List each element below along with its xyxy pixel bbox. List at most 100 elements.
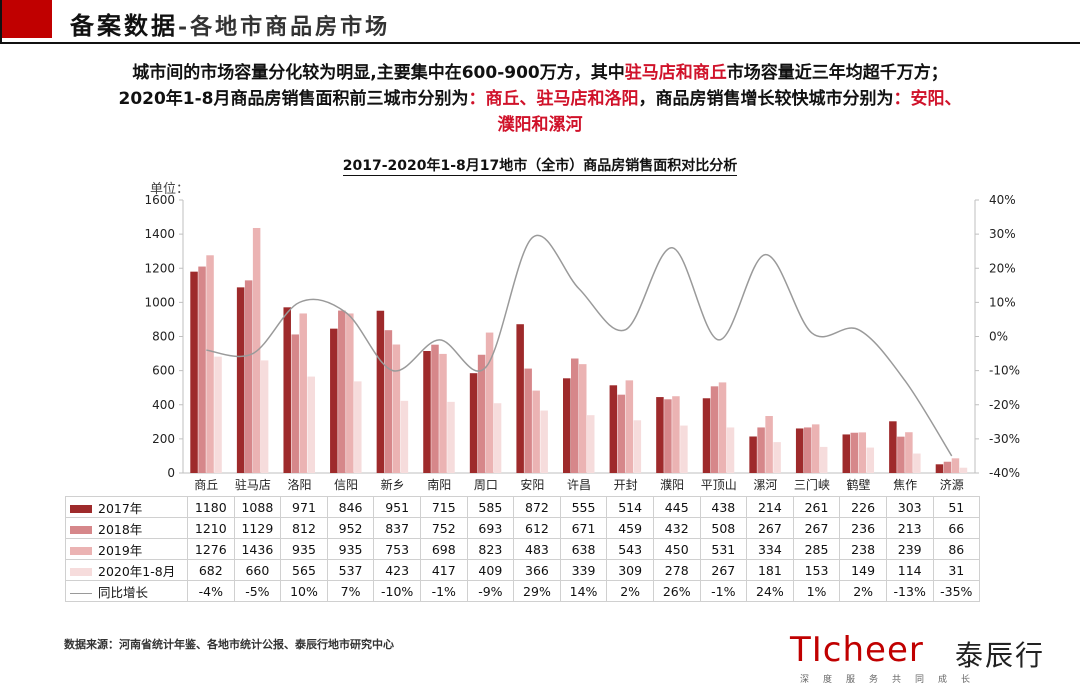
legend-cell: 2018年 xyxy=(65,517,188,539)
table-cell: 14% xyxy=(559,580,608,602)
table-cell: 24% xyxy=(746,580,794,602)
table-cell: 698 xyxy=(419,538,468,560)
table-cell: 565 xyxy=(280,559,328,581)
bar xyxy=(935,464,944,473)
legend-cell: 2017年 xyxy=(65,496,188,518)
x-tick-label: 济源 xyxy=(940,477,964,492)
legend-swatch xyxy=(70,505,92,513)
x-tick-label: 新乡 xyxy=(381,477,405,492)
bar xyxy=(897,436,905,473)
bar xyxy=(811,424,820,473)
table-cell: 86 xyxy=(932,538,981,560)
y-left-tick-label: 800 xyxy=(152,330,175,344)
table-cell: 29% xyxy=(513,580,561,602)
y-right-tick-label: -40% xyxy=(989,466,1020,480)
bar xyxy=(587,415,595,473)
y-left-tick-label: 1000 xyxy=(144,295,175,309)
bar xyxy=(943,461,952,473)
table-cell: 971 xyxy=(280,496,328,518)
growth-line xyxy=(206,234,953,457)
table-cell: 285 xyxy=(792,538,841,560)
table-cell: 1276 xyxy=(187,538,235,560)
x-tick-label: 许昌 xyxy=(567,478,591,492)
table-row: 2017年 1180 1088 971 846 951 715 585 872 555 514 445… xyxy=(65,496,981,518)
legend-label: 2017年 xyxy=(98,500,143,516)
x-tick-label: 信阳 xyxy=(334,478,358,492)
legend-label: 2020年1-8月 xyxy=(98,563,176,579)
bar xyxy=(749,436,757,473)
table-cell: 935 xyxy=(326,538,375,560)
table-cell: 417 xyxy=(419,559,468,581)
bar xyxy=(795,428,804,473)
table-cell: 432 xyxy=(652,517,701,539)
bar xyxy=(376,310,385,473)
table-cell: 682 xyxy=(187,559,235,581)
bar xyxy=(842,434,851,473)
summary-segment: ：商丘、驻马店和洛阳 xyxy=(468,89,639,109)
table-cell: 153 xyxy=(792,559,841,581)
bar xyxy=(905,432,913,473)
table-cell: 459 xyxy=(606,517,654,539)
bar xyxy=(633,420,642,473)
bar xyxy=(431,344,439,473)
table-cell: 267 xyxy=(699,559,748,581)
table-cell: 409 xyxy=(466,559,515,581)
bar xyxy=(773,442,781,473)
table-row: 同比增长 -4% -5% 10% 7% -10% -1% -9% 29% 14% 2% 26% -1% 2… xyxy=(65,580,981,602)
bar xyxy=(858,432,867,473)
summary-segment: ：安阳、 xyxy=(893,89,962,109)
page-title: 备案数据-各地市商品房市场 xyxy=(70,6,390,41)
summary-line-2: 2020年1-8月商品房销售面积前三城市分别为：商丘、驻马店和洛阳，商品房销售增… xyxy=(40,86,1040,112)
table-cell: 872 xyxy=(513,496,561,518)
table-cell: 660 xyxy=(233,559,282,581)
table-row: 2020年1-8月 682 660 565 537 423 417 409 366 339 309 2… xyxy=(65,559,981,581)
table-cell: 445 xyxy=(652,496,701,518)
table-cell: -1% xyxy=(699,580,748,602)
bar xyxy=(260,360,269,473)
bar xyxy=(951,458,960,473)
x-tick-label: 鹤壁 xyxy=(847,477,871,492)
table-cell: 366 xyxy=(513,559,561,581)
bar xyxy=(392,344,401,473)
bar xyxy=(765,416,773,473)
y-right-tick-label: 40% xyxy=(989,193,1016,207)
x-tick-label: 漯河 xyxy=(753,478,777,492)
y-right-tick-label: -10% xyxy=(989,364,1020,378)
table-cell: 214 xyxy=(746,496,794,518)
brand-tagline: 深度服务共同成长 xyxy=(800,675,985,685)
x-tick-label: 南阳 xyxy=(427,477,451,492)
table-cell: 638 xyxy=(559,538,608,560)
bar xyxy=(354,381,362,473)
bar xyxy=(338,310,346,473)
bar xyxy=(819,446,828,473)
table-cell: 1436 xyxy=(233,538,282,560)
y-left-tick-label: 600 xyxy=(152,364,175,378)
table-cell: 693 xyxy=(466,517,515,539)
table-cell: 261 xyxy=(792,496,841,518)
bar xyxy=(656,397,664,473)
x-tick-label: 三门峡 xyxy=(794,477,830,492)
table-cell: 31 xyxy=(932,559,981,581)
table-cell: 238 xyxy=(839,538,887,560)
x-tick-label: 开封 xyxy=(614,478,638,492)
y-left-tick-label: 0 xyxy=(167,466,175,480)
table-cell: 951 xyxy=(373,496,421,518)
bar xyxy=(959,467,968,473)
legend-label: 2018年 xyxy=(98,521,143,537)
brand-logo-cn: 泰辰行 xyxy=(955,639,1046,672)
table-cell: 585 xyxy=(466,496,515,518)
table-cell: 181 xyxy=(746,559,794,581)
legend-cell: 2020年1-8月 xyxy=(65,559,188,581)
source-note: 数据来源：河南省统计年鉴、各地市统计公报、泰辰行地市研究中心 xyxy=(64,638,394,651)
table-cell: 339 xyxy=(559,559,608,581)
bar xyxy=(447,401,455,473)
bar xyxy=(913,453,921,473)
bar xyxy=(664,399,672,473)
table-cell: 555 xyxy=(559,496,608,518)
bar xyxy=(718,382,727,473)
table-cell: 823 xyxy=(466,538,515,560)
table-cell: 303 xyxy=(885,496,934,518)
bar xyxy=(330,328,338,473)
table-cell: 236 xyxy=(839,517,887,539)
table-cell: 114 xyxy=(885,559,934,581)
